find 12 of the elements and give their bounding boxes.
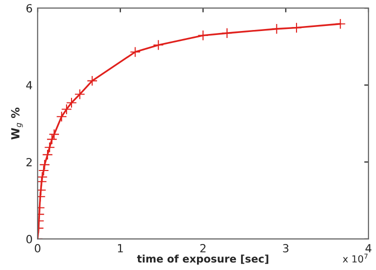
x-tick-label: 4 <box>365 244 372 252</box>
y-tick-label: 2 <box>26 158 32 166</box>
y-axis-title: W$_{g}$ % <box>11 108 23 140</box>
y-tick-label: 0 <box>26 234 32 244</box>
x-axis-title: time of exposure [sec] <box>137 254 268 265</box>
x-tick-label: 2 <box>200 244 206 252</box>
x-tick-label: 1 <box>118 244 123 252</box>
y-tick-label: 6 <box>26 4 32 12</box>
x-tick-label: 0 <box>34 244 40 252</box>
text: x 10$^{7}$ <box>342 254 368 263</box>
y-tick-label: 4 <box>26 81 32 90</box>
x-tick-label: 3 <box>283 244 288 252</box>
